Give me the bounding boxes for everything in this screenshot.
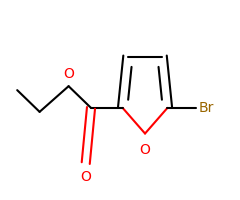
Text: O: O (63, 67, 74, 81)
Text: O: O (140, 143, 150, 157)
Text: O: O (80, 170, 91, 184)
Text: Br: Br (199, 101, 215, 115)
